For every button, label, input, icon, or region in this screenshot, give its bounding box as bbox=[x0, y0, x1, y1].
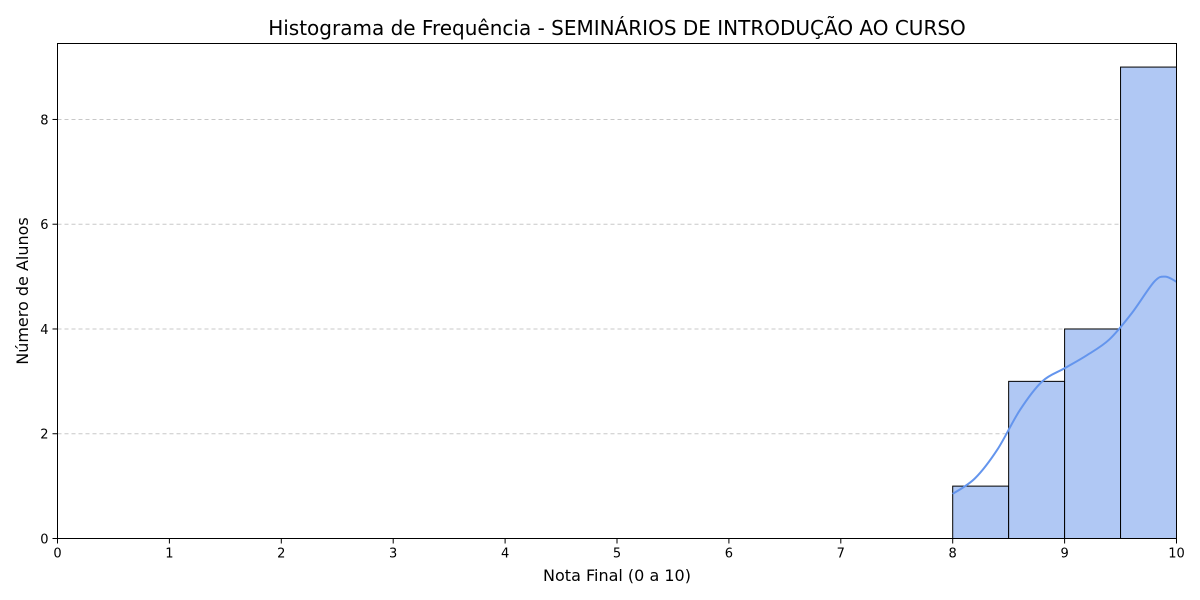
y-tick-label: 8 bbox=[40, 113, 48, 128]
y-axis-ticks: 0 2 4 6 8 bbox=[40, 113, 58, 548]
x-axis-ticks: 0 1 2 3 4 5 6 7 8 9 10 bbox=[53, 538, 1185, 562]
x-tick-label: 3 bbox=[389, 547, 397, 562]
x-tick-label: 9 bbox=[1060, 547, 1068, 562]
y-tick-label: 0 bbox=[40, 533, 48, 548]
kde-curve bbox=[952, 275, 1177, 495]
histogram-bar bbox=[1120, 66, 1178, 539]
y-axis-label: Número de Alunos bbox=[13, 217, 32, 365]
x-tick-label: 6 bbox=[725, 547, 733, 562]
y-tick-label: 2 bbox=[40, 428, 48, 443]
x-tick-label: 1 bbox=[165, 547, 173, 562]
chart-title: Histograma de Frequência - SEMINÁRIOS DE… bbox=[268, 16, 966, 40]
y-tick-label: 4 bbox=[40, 323, 48, 338]
x-tick-label: 5 bbox=[613, 547, 621, 562]
x-tick-label: 4 bbox=[501, 547, 509, 562]
x-axis-label: Nota Final (0 a 10) bbox=[543, 566, 691, 585]
histogram-bar bbox=[952, 485, 1010, 539]
histogram-bar bbox=[1064, 328, 1122, 539]
kde-curve-group bbox=[952, 275, 1177, 495]
x-tick-label: 8 bbox=[949, 547, 957, 562]
grid-lines bbox=[57, 118, 1177, 435]
x-tick-label: 2 bbox=[277, 547, 285, 562]
histogram-bars bbox=[952, 66, 1178, 539]
x-tick-label: 0 bbox=[53, 547, 61, 562]
histogram-bar bbox=[1008, 380, 1066, 539]
x-tick-label: 7 bbox=[837, 547, 845, 562]
x-tick-label: 10 bbox=[1168, 547, 1185, 562]
y-tick-label: 6 bbox=[40, 218, 48, 233]
